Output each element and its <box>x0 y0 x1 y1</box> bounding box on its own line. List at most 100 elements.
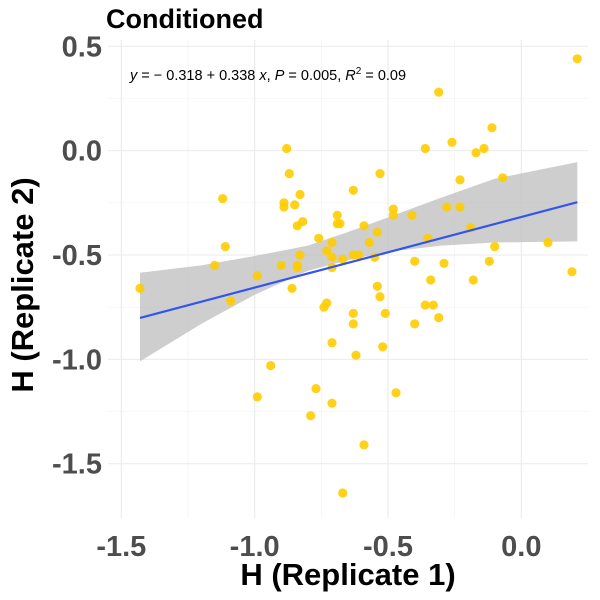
chart-title: Conditioned <box>106 4 263 34</box>
data-point <box>378 342 388 352</box>
regression-annotation: y = − 0.318 + 0.338 x, P = 0.005, R2 = 0… <box>129 66 406 84</box>
data-point <box>292 262 302 273</box>
data-point <box>380 308 390 318</box>
data-point <box>314 233 324 243</box>
data-point <box>348 319 358 329</box>
annotation-sep: , <box>267 68 275 84</box>
data-point <box>468 275 478 285</box>
data-point <box>420 300 430 310</box>
annotation-y-var: y <box>129 68 138 84</box>
data-point <box>372 227 382 237</box>
data-point <box>266 361 276 371</box>
data-point <box>428 300 438 310</box>
confidence-band-layer <box>140 162 578 362</box>
data-point <box>282 143 292 154</box>
data-point <box>455 175 465 185</box>
data-point <box>338 488 348 498</box>
data-point <box>279 202 289 212</box>
points-layer <box>135 54 582 498</box>
data-point <box>292 221 302 231</box>
data-point <box>311 384 321 394</box>
data-point <box>439 258 449 268</box>
data-point <box>306 411 316 421</box>
y-tick-label: 0.5 <box>62 31 102 63</box>
regression-line <box>139 201 578 319</box>
annotation-x-var: x <box>258 68 267 84</box>
data-point <box>498 173 508 183</box>
data-point <box>252 392 262 402</box>
data-point <box>375 292 385 302</box>
data-point <box>487 123 497 133</box>
data-point <box>484 256 494 266</box>
data-point <box>252 271 262 281</box>
data-point <box>327 252 337 262</box>
data-point <box>287 283 297 293</box>
y-tick-label: -0.5 <box>52 240 102 272</box>
data-point <box>375 169 385 179</box>
data-point <box>455 202 465 212</box>
data-point <box>135 283 145 293</box>
data-point <box>295 189 305 200</box>
data-point <box>410 319 420 329</box>
data-point <box>543 237 553 248</box>
data-point <box>364 237 374 248</box>
x-tick-label: -0.5 <box>363 531 413 563</box>
data-point <box>348 185 358 195</box>
annotation-p-value: = 0.005, <box>284 68 345 84</box>
data-point <box>218 194 228 204</box>
data-point <box>351 350 361 360</box>
annotation-r-var: R <box>345 68 356 84</box>
x-tick-label: -1.5 <box>96 531 146 563</box>
y-tick-label: 0.0 <box>62 136 102 168</box>
x-tick-label: -1.0 <box>230 531 280 563</box>
data-point <box>391 388 401 398</box>
data-point <box>327 398 337 408</box>
data-point <box>338 254 348 264</box>
data-point <box>322 246 332 256</box>
y-axis-title: H (Replicate 2) <box>5 177 40 392</box>
data-point <box>479 143 489 154</box>
data-point <box>359 221 369 231</box>
data-point <box>319 302 329 312</box>
data-point <box>388 210 398 220</box>
confidence-band <box>140 162 578 362</box>
data-point <box>335 219 345 229</box>
data-point <box>372 281 382 291</box>
data-point <box>220 242 230 252</box>
data-point <box>327 338 337 348</box>
data-point <box>420 143 430 154</box>
annotation-equals: = <box>137 68 154 84</box>
annotation-r-exponent: 2 <box>356 66 362 77</box>
annotation-r-value: = 0.09 <box>361 68 406 84</box>
data-point <box>490 242 500 252</box>
data-point <box>290 200 300 210</box>
annotation-p-var: P <box>275 68 285 84</box>
data-point <box>348 308 358 318</box>
data-point <box>359 440 369 450</box>
annotation-formula: − 0.318 + 0.338 <box>154 68 256 84</box>
x-axis-title: H (Replicate 1) <box>240 557 455 592</box>
data-point <box>471 148 481 158</box>
data-point <box>434 87 444 97</box>
data-point <box>332 210 342 220</box>
data-point <box>276 260 286 270</box>
data-point <box>442 202 452 212</box>
data-point <box>407 210 417 220</box>
regression-line-layer <box>139 201 578 319</box>
tick-labels: -1.5 -1.0 -0.5 0.0 -1.5 -1.0 -0.5 0.0 0.5 <box>52 31 541 563</box>
data-point <box>426 275 436 285</box>
y-tick-label: -1.0 <box>52 344 102 376</box>
data-point <box>226 296 236 306</box>
data-point <box>434 313 444 323</box>
data-point <box>348 250 358 260</box>
data-point <box>410 256 420 266</box>
data-point <box>567 267 577 277</box>
y-tick-label: -1.5 <box>52 449 102 481</box>
data-point <box>572 54 582 64</box>
data-point <box>327 237 337 248</box>
data-point <box>295 250 305 260</box>
data-point <box>284 169 294 179</box>
x-tick-label: 0.0 <box>501 531 541 563</box>
